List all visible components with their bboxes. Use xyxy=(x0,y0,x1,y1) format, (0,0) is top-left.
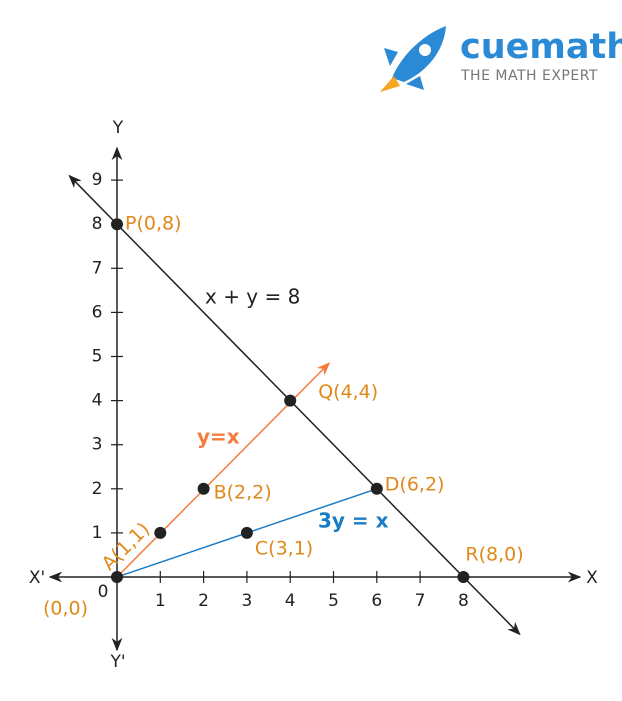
y-tick-label: 8 xyxy=(92,214,103,234)
x-neg-label: X' xyxy=(29,568,45,588)
point xyxy=(284,394,297,407)
point xyxy=(111,218,123,231)
y-label: Y xyxy=(112,118,124,138)
point xyxy=(197,482,210,495)
y-neg-label: Y' xyxy=(109,652,125,672)
point xyxy=(457,571,470,583)
x-tick-label: 7 xyxy=(415,591,426,611)
rocket-flame xyxy=(380,76,400,92)
y-tick-label: 4 xyxy=(92,391,103,411)
logo: cuemath THE MATH EXPERT xyxy=(380,26,622,92)
x-tick-label: 1 xyxy=(155,591,166,611)
point xyxy=(154,526,167,539)
point-label: R(8,0) xyxy=(465,544,523,566)
point-label: (0,0) xyxy=(43,598,88,620)
point-label: D(6,2) xyxy=(385,473,445,495)
line-x-plus-y xyxy=(68,174,521,636)
y-tick-label: 5 xyxy=(92,347,103,367)
brand: cuemath xyxy=(460,27,622,67)
y-tick-label: 3 xyxy=(92,435,103,455)
x-tick-label: 2 xyxy=(198,591,209,611)
point xyxy=(111,571,123,583)
y-tick-label: 6 xyxy=(92,302,103,322)
x-tick-label: 3 xyxy=(241,591,252,611)
point-label: A(1,1) xyxy=(98,518,155,575)
y-tick-label: 1 xyxy=(92,523,103,543)
point-label: C(3,1) xyxy=(255,537,313,559)
rocket-window xyxy=(419,44,431,56)
x-tick-label: 8 xyxy=(458,591,469,611)
y-tick-label: 7 xyxy=(92,258,103,278)
point-label: Q(4,4) xyxy=(318,381,378,403)
line-label: y=x xyxy=(197,425,240,449)
x-tick-label: 6 xyxy=(371,591,382,611)
y-tick-label: 2 xyxy=(92,479,103,499)
line-label: 3y = x xyxy=(318,509,389,533)
x-label: X xyxy=(586,568,598,588)
rocket-fins xyxy=(384,48,424,90)
point-label: P(0,8) xyxy=(125,213,182,235)
x-tick-label: 4 xyxy=(285,591,296,611)
point xyxy=(370,482,383,495)
origin-label: 0 xyxy=(98,582,109,602)
line-label: x + y = 8 xyxy=(205,285,300,309)
y-tick-label: 9 xyxy=(92,170,103,190)
point-label: B(2,2) xyxy=(214,481,272,503)
tagline: THE MATH EXPERT xyxy=(460,68,598,84)
x-tick-label: 5 xyxy=(328,591,339,611)
rocket-body xyxy=(392,26,446,82)
point xyxy=(240,526,253,539)
